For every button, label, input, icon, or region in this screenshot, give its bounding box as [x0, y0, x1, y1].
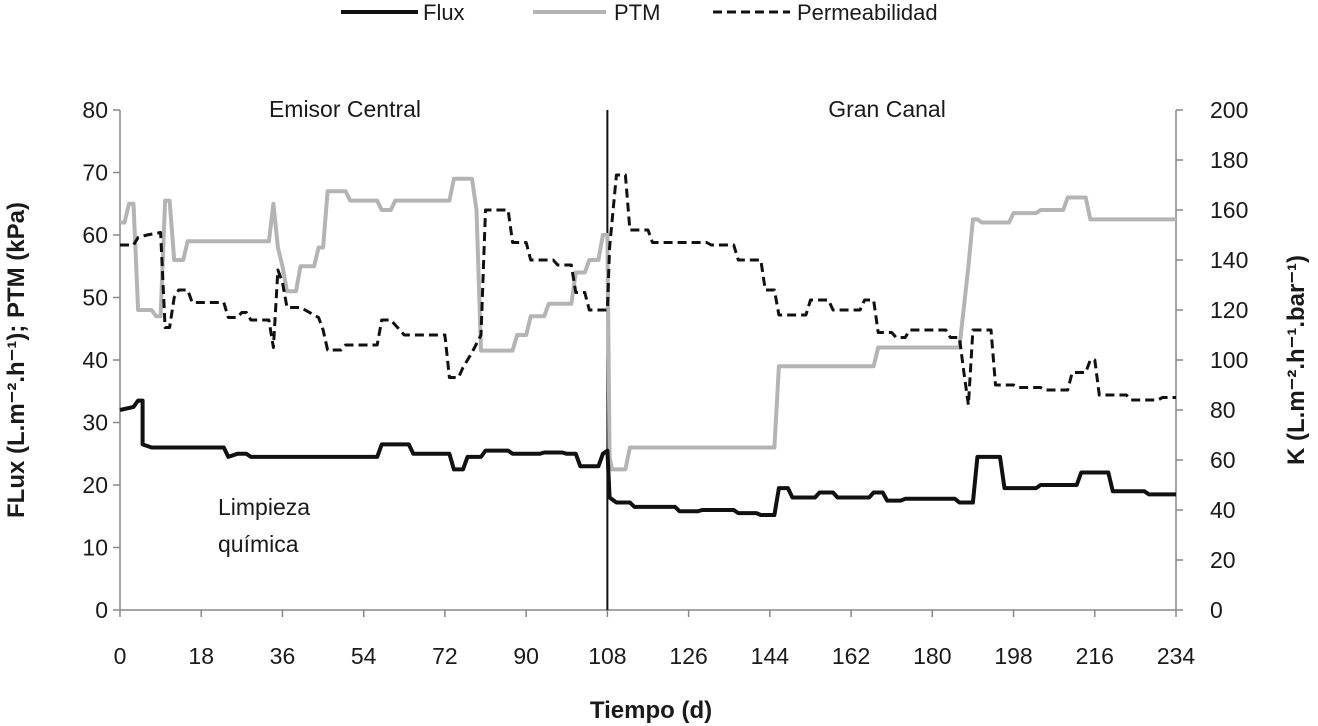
- x-tick-label: 72: [432, 643, 458, 669]
- legend-label-ptm: PTM: [614, 0, 660, 25]
- right-y-ticks: 0 20 40 60 80 100 120 140 160 180 200: [1176, 97, 1248, 623]
- right-y-tick-label: 120: [1210, 297, 1248, 323]
- x-tick-label: 162: [832, 643, 870, 669]
- left-y-tick-label: 30: [82, 410, 108, 436]
- annotation-gran-canal: Gran Canal: [828, 96, 946, 122]
- right-y-tick-label: 20: [1210, 547, 1236, 573]
- series-line-permeabilidad: [120, 173, 1176, 407]
- right-y-tick-label: 40: [1210, 497, 1236, 523]
- legend-label-flux: Flux: [423, 0, 465, 25]
- x-tick-label: 0: [114, 643, 127, 669]
- left-y-tick-label: 60: [82, 222, 108, 248]
- x-tick-label: 90: [513, 643, 539, 669]
- right-y-axis-title: K (L.m⁻².h⁻¹.bar⁻¹): [1283, 255, 1310, 465]
- x-tick-label: 180: [913, 643, 951, 669]
- left-y-tick-label: 80: [82, 97, 108, 123]
- series-line-ptm: [120, 176, 1176, 472]
- x-tick-label: 144: [751, 643, 790, 669]
- left-y-ticks: 0 10 20 30 40 50 60 70 80: [82, 97, 120, 623]
- annotation-emisor-central: Emisor Central: [269, 96, 421, 122]
- left-y-tick-label: 10: [82, 535, 108, 561]
- right-y-tick-label: 100: [1210, 347, 1248, 373]
- annotation-limpieza: Limpieza: [218, 494, 310, 520]
- left-y-axis-title: FLux (L.m⁻².h⁻¹); PTM (kPa): [3, 202, 30, 518]
- left-y-tick-label: 70: [82, 160, 108, 186]
- series-layer: [119, 173, 1176, 517]
- left-y-tick-label: 0: [95, 597, 108, 623]
- right-y-tick-label: 80: [1210, 397, 1236, 423]
- legend-label-permeabilidad: Permeabilidad: [797, 0, 938, 25]
- x-tick-label: 126: [669, 643, 707, 669]
- x-tick-label: 108: [588, 643, 626, 669]
- right-y-tick-label: 140: [1210, 247, 1248, 273]
- x-tick-label: 216: [1076, 643, 1114, 669]
- x-tick-label: 18: [188, 643, 214, 669]
- x-axis-title: Tiempo (d): [590, 697, 712, 724]
- x-tick-label: 36: [270, 643, 296, 669]
- right-y-tick-label: 0: [1210, 597, 1223, 623]
- x-tick-label: 198: [994, 643, 1032, 669]
- left-y-tick-label: 50: [82, 285, 108, 311]
- x-ticks: 0 18 36 54 72 90 108 126 144 162 180 198 216 234: [114, 610, 1196, 669]
- right-y-tick-label: 180: [1210, 147, 1248, 173]
- annotation-quimica: química: [218, 531, 299, 557]
- left-y-tick-label: 40: [82, 347, 108, 373]
- right-y-tick-label: 200: [1210, 97, 1248, 123]
- right-y-tick-label: 160: [1210, 197, 1248, 223]
- x-tick-label: 54: [351, 643, 377, 669]
- left-y-tick-label: 20: [82, 472, 108, 498]
- series-line-flux: [119, 398, 1176, 517]
- legend: Flux PTM Permeabilidad: [341, 0, 938, 25]
- right-y-tick-label: 60: [1210, 447, 1236, 473]
- x-tick-label: 234: [1157, 643, 1196, 669]
